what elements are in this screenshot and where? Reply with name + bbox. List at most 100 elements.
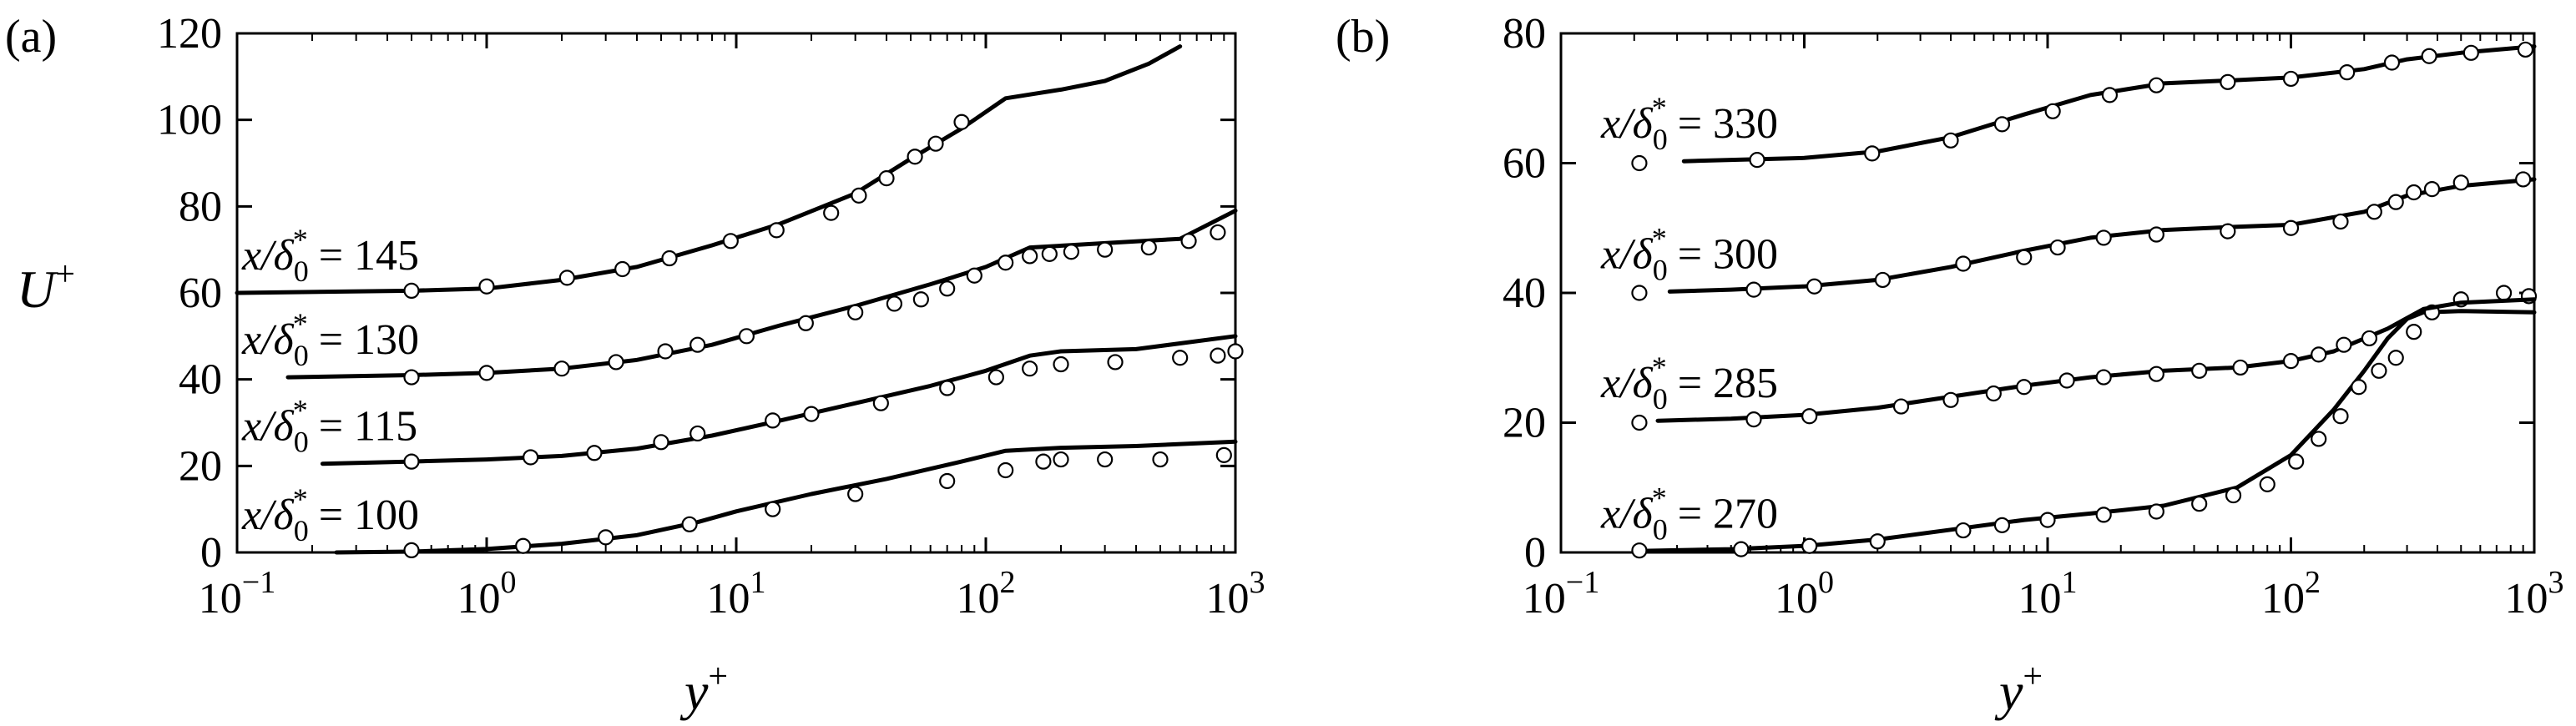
- data-point: [2016, 249, 2033, 265]
- data-point: [2039, 512, 2056, 528]
- data-point: [689, 336, 706, 353]
- panel-b-tag: (b): [1336, 11, 1390, 63]
- data-point: [851, 187, 867, 204]
- series-label: x/δ0* = 145: [241, 223, 419, 288]
- data-point: [797, 315, 814, 331]
- data-point: [2515, 171, 2532, 188]
- y-tick-label: 20: [179, 442, 222, 490]
- data-point: [1942, 132, 1959, 149]
- data-point: [953, 113, 970, 130]
- data-point: [1749, 152, 1765, 169]
- x-tick-label: 103: [1206, 565, 1265, 623]
- x-tick-label: 10−1: [1523, 565, 1599, 623]
- data-point: [1631, 154, 1648, 172]
- panel-a: (a) U+ y+ 10−1 100 101 102 103 0 20 40 60 80 100 12…: [5, 10, 1265, 721]
- x-tick-label: 101: [2018, 565, 2078, 623]
- data-point: [2191, 496, 2208, 512]
- series-label: x/δ0* = 330: [1600, 91, 1778, 156]
- x-tick-label: 100: [1775, 565, 1834, 623]
- series-line: [1681, 44, 2537, 164]
- data-point: [1053, 451, 1069, 468]
- data-point: [2336, 336, 2352, 353]
- data-point: [1210, 224, 1226, 241]
- data-point: [608, 354, 624, 371]
- data-point: [2095, 229, 2112, 246]
- data-point: [2282, 219, 2300, 236]
- data-point: [1180, 233, 1197, 250]
- data-point: [523, 449, 539, 466]
- data-point: [966, 267, 982, 284]
- y-tick-label: 80: [179, 183, 222, 230]
- data-point: [912, 291, 929, 308]
- series-label: x/δ0* = 285: [1600, 350, 1778, 416]
- data-point: [661, 250, 678, 267]
- data-point: [2095, 507, 2112, 523]
- data-point: [1022, 248, 1038, 265]
- series-line: [320, 334, 1238, 466]
- data-point: [2332, 408, 2349, 425]
- data-point: [2288, 453, 2305, 470]
- series-1: x/δ0* = 100: [241, 439, 1238, 559]
- y-tick-label: 60: [1503, 140, 1546, 188]
- data-point: [998, 255, 1014, 271]
- panel-a-tag: (a): [5, 11, 57, 63]
- data-point: [2339, 64, 2356, 81]
- data-point: [939, 380, 956, 396]
- data-point: [2351, 379, 2367, 396]
- data-point: [2016, 379, 2033, 396]
- data-point: [1955, 522, 1972, 539]
- data-point: [1215, 446, 1232, 463]
- data-point: [2366, 204, 2382, 220]
- data-point: [1801, 408, 1818, 425]
- data-point: [878, 170, 895, 187]
- series-4: x/δ0* = 330: [1600, 41, 2537, 172]
- data-point: [653, 434, 669, 451]
- data-point: [553, 360, 570, 377]
- x-tick-label: 100: [457, 565, 517, 623]
- data-point: [2220, 223, 2236, 239]
- data-point: [939, 472, 956, 490]
- data-point: [886, 295, 903, 312]
- data-point: [765, 412, 781, 429]
- x-tick-label: 102: [957, 565, 1016, 623]
- data-point: [2232, 359, 2249, 376]
- data-point: [2044, 103, 2061, 119]
- data-point: [1140, 239, 1157, 256]
- data-point: [847, 486, 864, 502]
- series-label: x/δ0* = 115: [241, 394, 417, 459]
- data-point: [1227, 343, 1244, 360]
- data-point: [2406, 324, 2422, 340]
- data-point: [1053, 355, 1069, 373]
- data-point: [2101, 87, 2119, 103]
- data-point: [657, 343, 674, 360]
- data-point: [907, 149, 923, 165]
- data-point: [927, 135, 944, 152]
- series-label: x/δ0* = 100: [241, 482, 419, 547]
- panel-a-ylabel: U+: [17, 255, 75, 319]
- y-tick-label: 80: [1503, 10, 1546, 58]
- data-point: [987, 369, 1004, 386]
- data-point: [2095, 369, 2112, 386]
- data-point: [1172, 350, 1189, 366]
- data-point: [614, 260, 631, 278]
- data-point: [1035, 453, 1052, 470]
- data-point: [1874, 271, 1892, 289]
- data-point: [1097, 451, 1114, 468]
- data-point: [598, 529, 614, 546]
- data-point: [2220, 73, 2236, 90]
- data-point: [1942, 391, 1959, 408]
- data-point: [689, 425, 706, 442]
- data-point: [2332, 213, 2349, 230]
- data-point: [2387, 194, 2404, 210]
- data-point: [1097, 241, 1114, 258]
- data-point: [1041, 245, 1058, 262]
- data-point: [2058, 372, 2075, 389]
- x-tick-label: 10−1: [199, 565, 275, 623]
- y-tick-label: 60: [179, 270, 222, 317]
- panel-b-xlabel: y+: [1994, 658, 2043, 721]
- x-tick-label: 103: [2505, 565, 2564, 623]
- data-point: [2421, 48, 2437, 64]
- series-1: x/δ0* = 270: [1600, 285, 2538, 559]
- data-point: [738, 328, 755, 345]
- data-point: [1864, 145, 1881, 162]
